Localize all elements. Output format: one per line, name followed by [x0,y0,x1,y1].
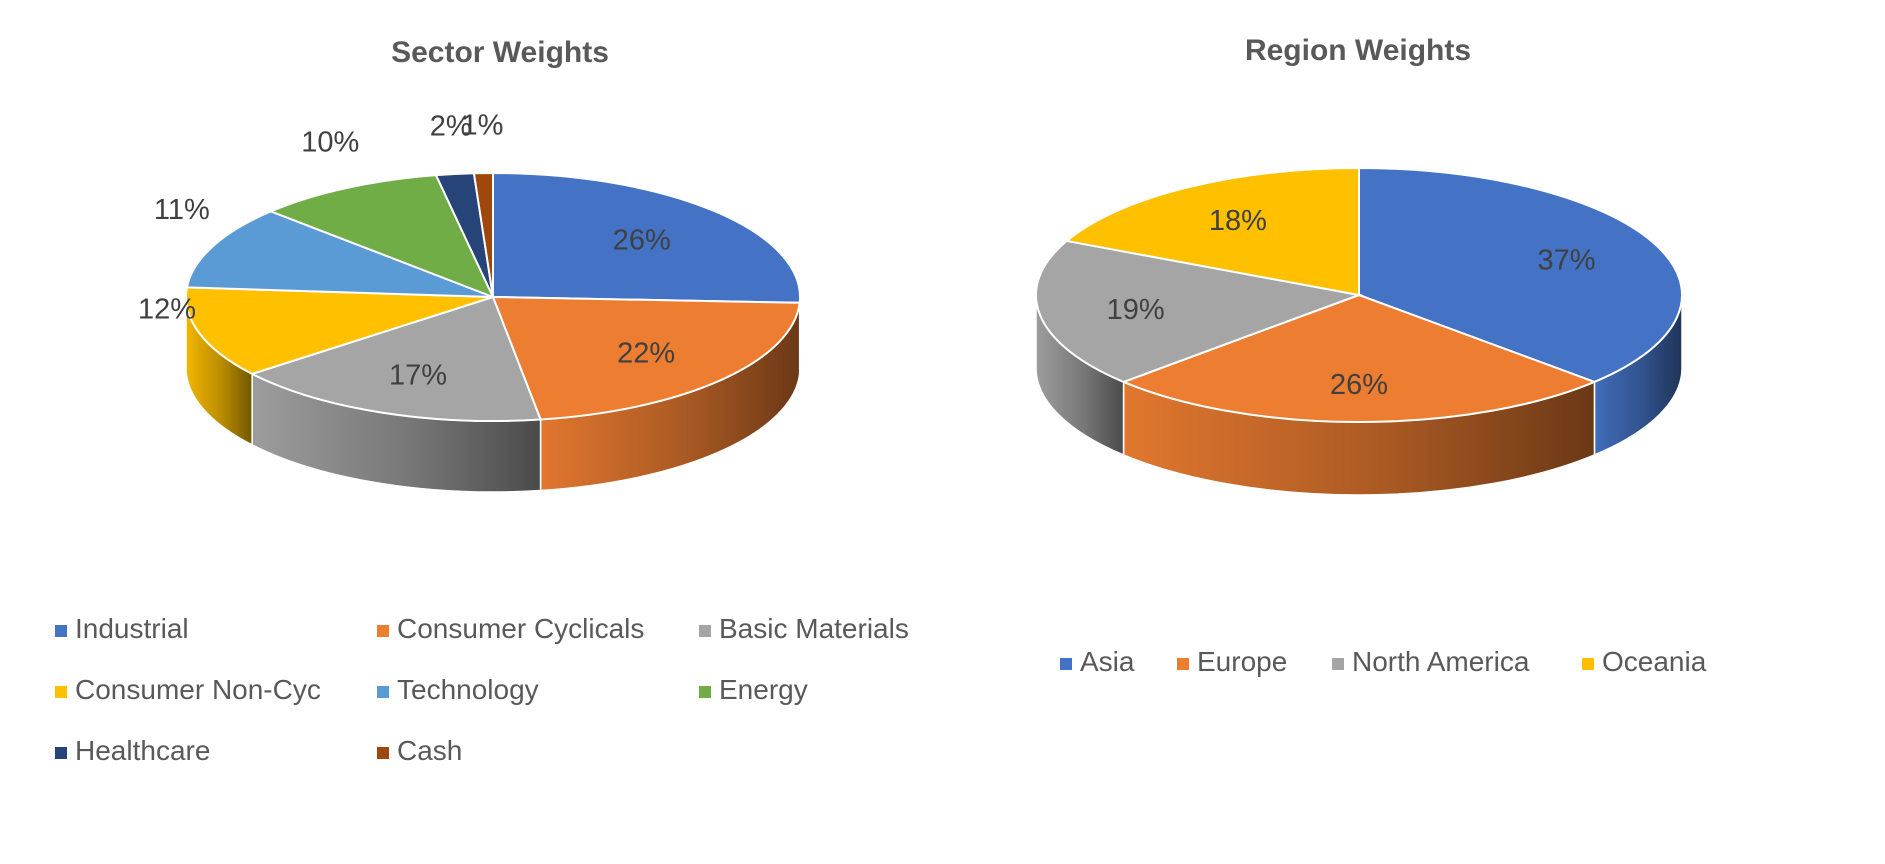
legend-item-consumer-cyclicals: Consumer Cyclicals [377,613,644,644]
pie-slice-consumer-cyclicals [491,295,801,421]
pie-slice-technology [185,210,494,298]
legend-label: Oceania [1602,646,1707,677]
pie-slice-europe [1120,293,1598,424]
legend-item-asia: Asia [1060,646,1135,677]
legend-item-basic-materials: Basic Materials [699,613,909,644]
pie-slice-asia [1358,166,1683,384]
legend-swatch [377,747,389,759]
legend-swatch [1177,658,1189,670]
legend-label: Technology [397,674,539,705]
pie-slice-oceania [1064,166,1360,297]
data-label-north-america: 19% [1107,294,1165,326]
legend-label: Asia [1080,646,1135,677]
legend-swatch [699,625,711,637]
pie-slice-consumer-non-cyc [185,286,494,375]
legend-swatch [1332,658,1344,670]
pie-top-layer [185,171,801,422]
legend: Industrial Consumer Cyclicals Basic Materi… [55,613,909,766]
legend-swatch [377,686,389,698]
data-label-technology: 11% [154,194,210,226]
data-label-energy: 10% [301,127,359,159]
legend-item-north-america: North America [1332,646,1530,677]
legend-label: Consumer Non-Cyc [75,674,321,705]
legend-item-technology: Technology [377,674,539,705]
legend-swatch [55,747,67,759]
pie-slice-energy [268,174,495,299]
pie-top-layer [1035,166,1683,424]
legend-item-industrial: Industrial [55,613,189,644]
legend-label: Healthcare [75,735,210,766]
legend-swatch [55,625,67,637]
data-label-basic-materials: 17% [389,359,447,391]
legend-swatch [1060,658,1072,670]
chart-title: Region Weights [1245,34,1471,67]
legend: Asia Europe North America Oceania [1060,646,1707,677]
data-label-oceania: 18% [1209,205,1267,237]
legend-swatch [1582,658,1594,670]
sector-weights-chart: Sector Weights 26% 22% 17% 12% 11% 10% 2%1% In… [55,36,909,766]
chart-title: Sector Weights [391,36,609,69]
pie-slice-cash [472,171,494,298]
data-label-europe: 26% [1330,369,1388,401]
legend-item-consumer-non-cyc: Consumer Non-Cyc [55,674,321,705]
legend-label: Energy [719,674,808,705]
data-label-cash: 1% [461,109,503,141]
legend-swatch [377,625,389,637]
data-labels: 26% 22% 17% 12% 11% 10% 2%1% [138,109,675,391]
data-label-consumer-cyclicals: 22% [617,337,675,369]
legend-label: Cash [397,735,462,766]
pie-slice-basic-materials [249,295,542,422]
legend-label: Consumer Cyclicals [397,613,644,644]
legend-item-europe: Europe [1177,646,1287,677]
data-label-healthcare: 2% [430,111,472,143]
legend-label: North America [1352,646,1530,677]
legend-item-healthcare: Healthcare [55,735,210,766]
pie-slice-industrial [492,171,801,304]
pie-slice-north-america [1035,239,1363,384]
data-labels: 37% 26% 19% 18% [1107,205,1596,401]
data-label-industrial: 26% [613,225,671,257]
legend-label: Basic Materials [719,613,909,644]
legend-swatch [55,686,67,698]
data-label-consumer-non-cyc: 12% [138,294,196,326]
legend-label: Industrial [75,613,189,644]
legend-item-cash: Cash [377,735,462,766]
legend-item-oceania: Oceania [1582,646,1707,677]
legend-swatch [699,686,711,698]
data-label-asia: 37% [1537,245,1595,277]
region-weights-chart: Region Weights 37% 26% 19% 18% Asia Europe No… [1035,34,1707,677]
legend-label: Europe [1197,646,1287,677]
legend-item-energy: Energy [699,674,808,705]
